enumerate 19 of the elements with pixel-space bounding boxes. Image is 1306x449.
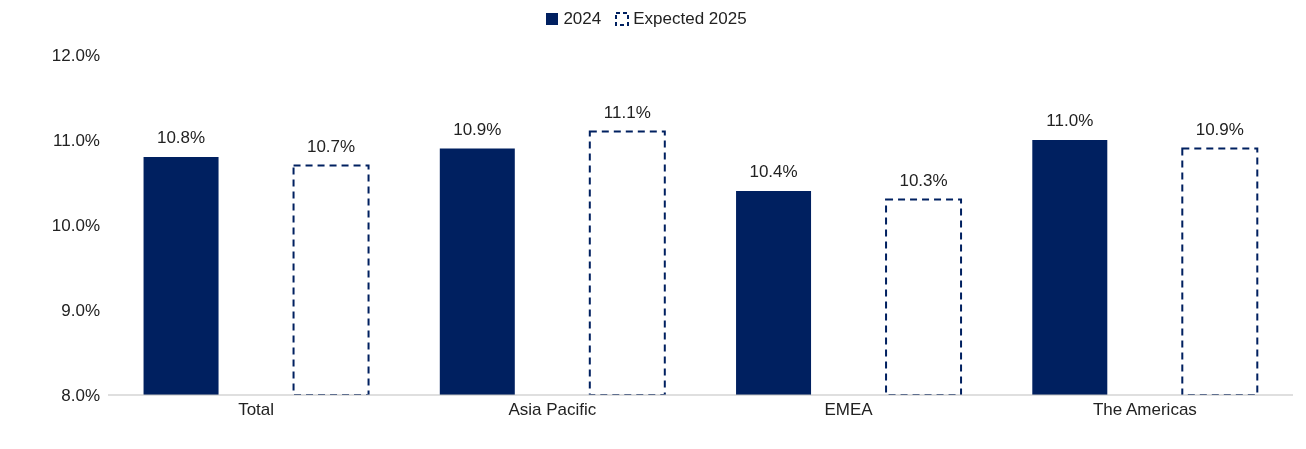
data-label: 10.9% [453,119,502,139]
x-tick-label: Total [238,400,275,420]
y-tick-label: 12.0% [51,46,100,66]
y-tick-label: 10.0% [51,216,100,236]
legend-label: Expected 2025 [632,8,747,30]
y-tick-label: 8.0% [61,386,100,406]
data-label: 11.1% [603,102,651,122]
data-label: 10.3% [899,170,948,190]
y-tick-label: 11.0% [53,131,100,151]
x-tick-label: EMEA [824,400,874,420]
data-label: 10.7% [306,136,356,156]
y-tick-label: 9.0% [61,301,100,321]
data-label: 11.0% [1046,111,1094,130]
x-tick-label: Asia Pacific [508,400,597,420]
data-label: 10.4% [749,162,798,181]
data-label: 10.8% [156,128,206,147]
x-tick-label: The Americas [1092,400,1197,420]
legend-label: 2024 [562,8,602,30]
data-label: 10.9% [1195,119,1244,139]
